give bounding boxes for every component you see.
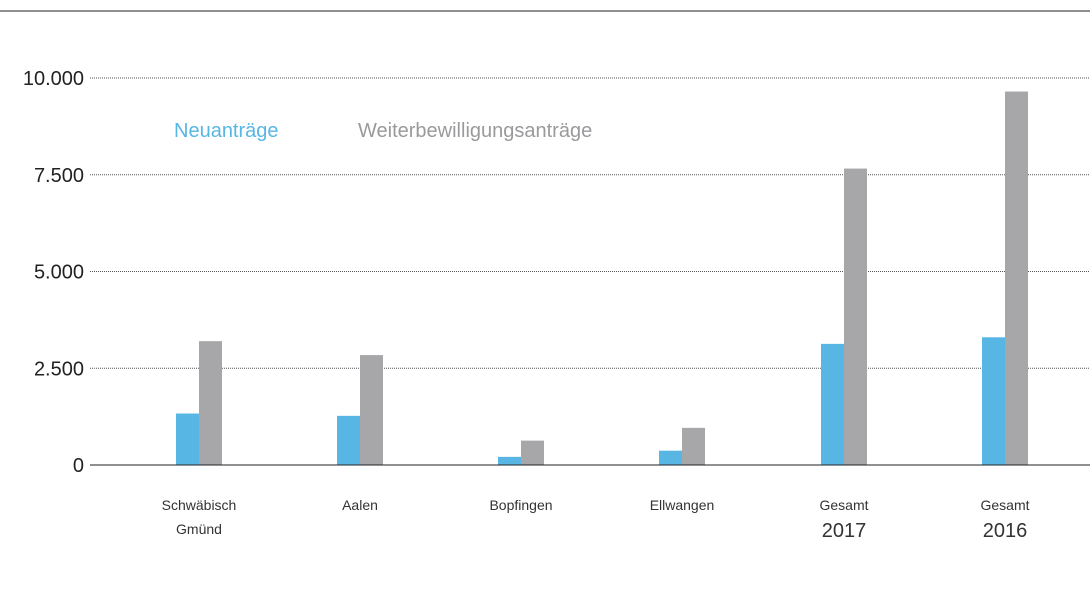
legend: Neuanträge Weiterbewilligungsanträge	[174, 120, 592, 142]
x-axis-category-labels: Schwäbisch Gmünd Aalen Bopfingen Ellwangen Ge…	[162, 497, 1030, 542]
x-category-label-2-line-0: Bopfingen	[489, 497, 552, 513]
x-category-label-1-line-0: Aalen	[342, 497, 378, 513]
bar-neuantraege-5	[982, 337, 1005, 465]
x-category-label-3-line-0: Ellwangen	[650, 497, 715, 513]
y-tick-label-0: 0	[73, 455, 84, 477]
y-tick-label-1: 2.500	[34, 358, 84, 380]
bar-neuantraege-1	[337, 415, 360, 465]
bars	[176, 91, 1028, 466]
y-tick-label-2: 5.000	[34, 262, 84, 284]
bar-neuantraege-3	[659, 450, 682, 465]
bar-weiterbewilligung-0	[199, 341, 222, 465]
x-category-label-0-line-1: Gmünd	[176, 521, 222, 537]
bar-weiterbewilligung-4	[844, 168, 867, 466]
bar-neuantraege-4	[821, 343, 844, 465]
x-category-label-0-line-0: Schwäbisch	[162, 497, 237, 513]
x-category-year-4: 2017	[822, 520, 867, 542]
legend-item-neuantraege: Neuanträge	[174, 120, 279, 142]
bar-neuantraege-2	[498, 456, 521, 465]
bar-weiterbewilligung-1	[360, 355, 383, 465]
x-category-year-5: 2016	[983, 520, 1028, 542]
bar-weiterbewilligung-3	[682, 427, 705, 465]
gridlines	[90, 77, 1090, 369]
bar-neuantraege-0	[176, 413, 199, 465]
x-category-label-4-line-0: Gesamt	[819, 497, 868, 513]
y-tick-label-4: 10.000	[23, 68, 84, 90]
y-axis-tick-labels: 0 2.500 5.000 7.500 10.000	[23, 68, 84, 477]
x-category-label-5-line-0: Gesamt	[980, 497, 1029, 513]
bar-weiterbewilligung-5	[1005, 91, 1028, 466]
bar-weiterbewilligung-2	[521, 440, 544, 465]
y-tick-label-3: 7.500	[34, 165, 84, 187]
legend-item-weiterbewilligungsantraege: Weiterbewilligungsanträge	[358, 120, 592, 142]
